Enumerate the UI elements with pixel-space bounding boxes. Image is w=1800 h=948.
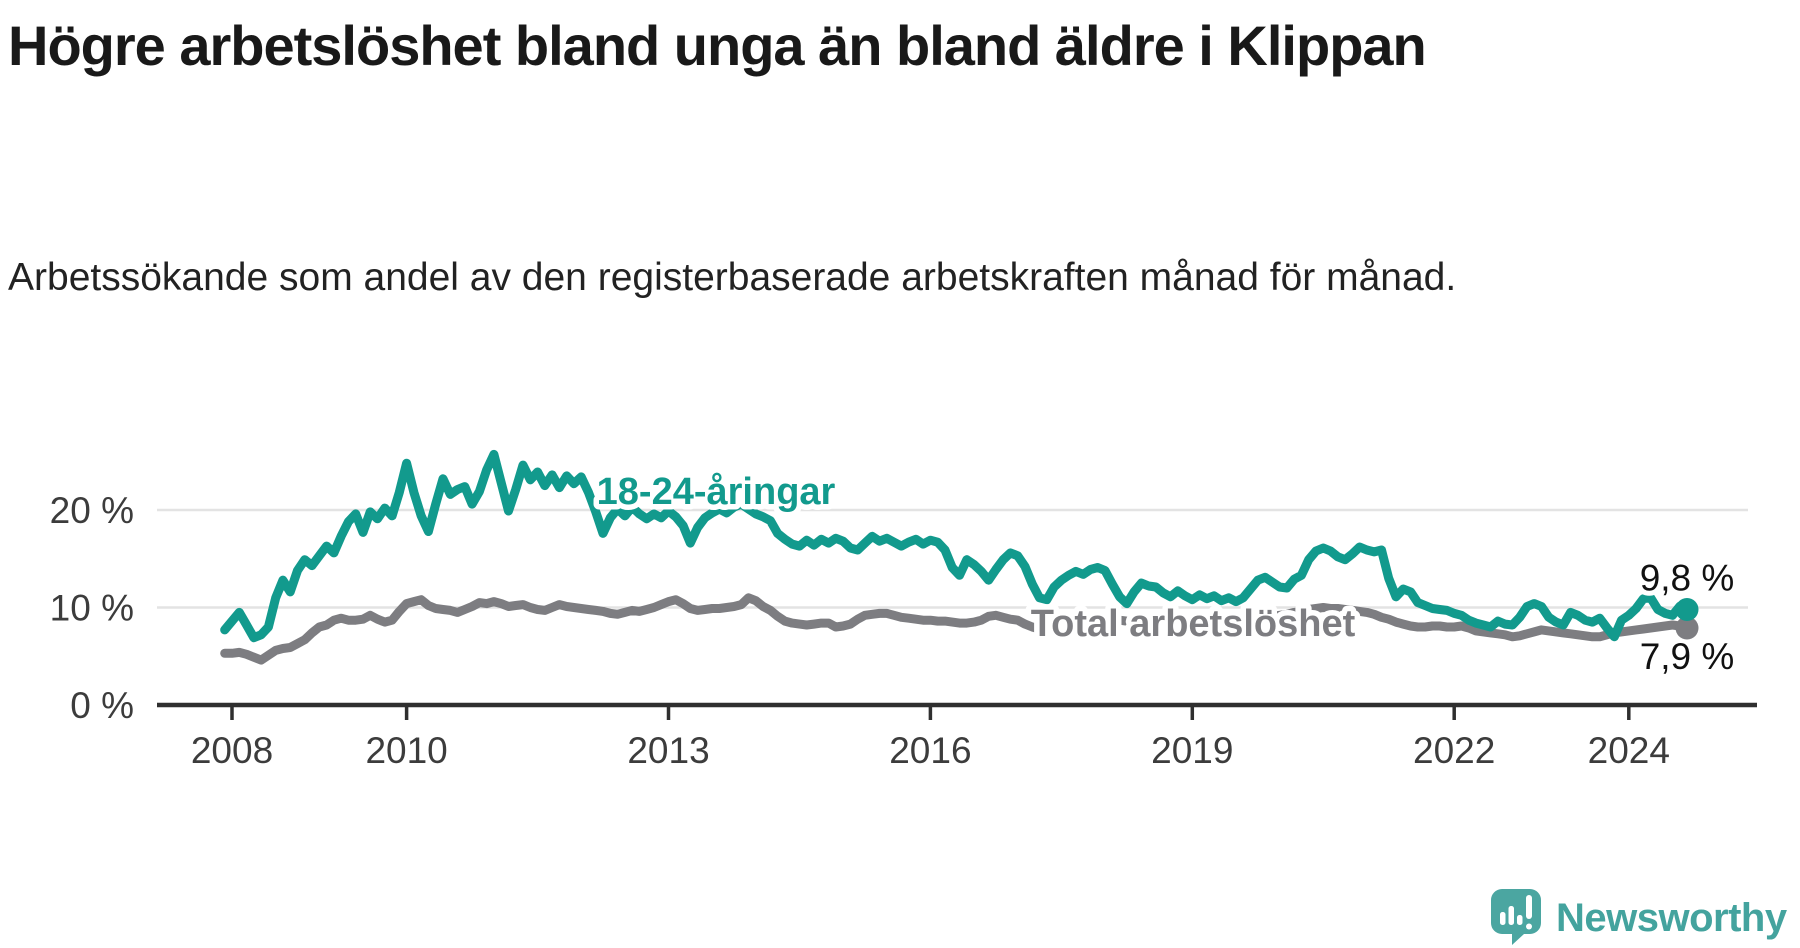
y-tick-label: 0 % [70, 685, 134, 726]
chart-title: Högre arbetslöshet bland unga än bland ä… [8, 14, 1427, 77]
chart-subtitle: Arbetssökande som andel av den registerb… [8, 256, 1457, 299]
series-label-total: Total arbetslöshet [1031, 603, 1356, 645]
x-tick-label: 2022 [1413, 730, 1495, 771]
series-lines [220, 449, 1692, 665]
newsworthy-logo-icon [1491, 889, 1541, 945]
x-tick-label: 2013 [627, 730, 709, 771]
x-tick-label: 2008 [191, 730, 273, 771]
x-tick-label: 2010 [365, 730, 447, 771]
x-tick-label: 2016 [889, 730, 971, 771]
newsworthy-brand-text: Newsworthy [1556, 896, 1788, 940]
x-tick-label: 2019 [1151, 730, 1233, 771]
series-inline-labels: Total arbetslöshet 18-24-åringar [591, 466, 1361, 651]
end-dot-total [1675, 616, 1699, 640]
series-end-markers: 7,9 % 9,8 % [1635, 552, 1740, 682]
x-axis [157, 702, 1757, 720]
series-line-youth [220, 449, 1692, 643]
y-tick-label: 10 % [50, 588, 134, 629]
series-label-youth: 18-24-åringar [597, 471, 836, 513]
x-axis-tick-labels: 2008 2010 2013 2016 2019 2022 2024 [191, 730, 1670, 771]
series-line-total [220, 593, 1692, 665]
end-value-label-youth: 9,8 % [1640, 557, 1735, 598]
logo-bubble-shape [1491, 889, 1541, 945]
end-dot-youth [1675, 597, 1699, 621]
y-tick-label: 20 % [50, 490, 134, 531]
y-axis-tick-labels: 0 % 10 % 20 % [50, 490, 134, 726]
logo-bars-and-exclamation [1500, 895, 1532, 930]
x-tick-label: 2024 [1588, 730, 1670, 771]
end-value-label-total: 7,9 % [1640, 636, 1735, 677]
newsworthy-branding: Newsworthy [1491, 889, 1788, 945]
